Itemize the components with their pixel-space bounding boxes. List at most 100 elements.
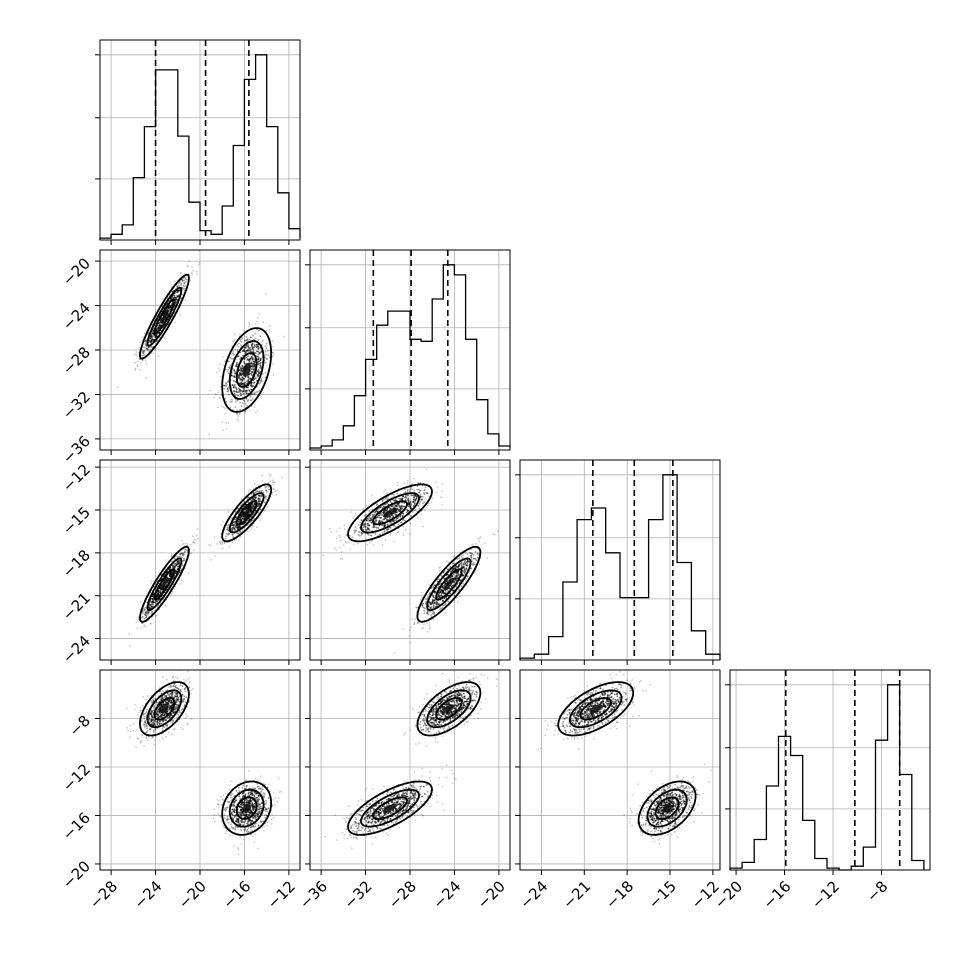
scatter-point (434, 480, 437, 483)
scatter-point (240, 340, 242, 343)
scatter-point (177, 700, 180, 702)
scatter-point (182, 288, 185, 290)
scatter-point (460, 585, 463, 588)
scatter-point (145, 722, 148, 725)
scatter-point (242, 390, 245, 392)
scatter-point (273, 481, 276, 483)
scatter-point (175, 692, 178, 695)
scatter-point (143, 617, 146, 620)
scatter-point (154, 349, 156, 351)
scatter-point (152, 724, 155, 727)
scatter-point (144, 726, 146, 728)
scatter-point (145, 347, 148, 350)
scatter-point (451, 575, 453, 578)
scatter-point (463, 567, 466, 570)
scatter-point (432, 605, 435, 607)
scatter-point (250, 368, 253, 370)
scatter-point (389, 501, 392, 503)
scatter-point (408, 635, 411, 637)
scatter-point (183, 282, 186, 285)
scatter-point (432, 618, 435, 620)
scatter-point (442, 586, 444, 589)
scatter-point (151, 610, 154, 613)
scatter-point (241, 350, 244, 353)
scatter-point (251, 525, 254, 527)
scatter-point (265, 357, 268, 360)
scatter-point (145, 611, 148, 614)
scatter-point (180, 283, 183, 286)
scatter-point (142, 350, 145, 353)
scatter-point (249, 395, 252, 398)
scatter-point (470, 554, 473, 557)
scatter-point (427, 502, 430, 505)
scatter-point (244, 339, 247, 342)
scatter-point (261, 340, 264, 342)
scatter-point (190, 272, 193, 274)
scatter-panel-2-1 (305, 459, 511, 665)
scatter-point (173, 557, 176, 560)
scatter-point (155, 701, 158, 704)
scatter-point (250, 388, 253, 391)
scatter-point (444, 590, 447, 592)
scatter-point (152, 579, 155, 582)
scatter-point (180, 296, 183, 299)
scatter-point (259, 490, 262, 492)
scatter-point (329, 527, 331, 530)
scatter-point (478, 540, 480, 543)
scatter-point (248, 390, 251, 393)
scatter-point (329, 531, 332, 533)
scatter-point (240, 374, 243, 377)
scatter-point (156, 723, 159, 725)
scatter-point (219, 397, 222, 400)
scatter-point (180, 556, 182, 558)
scatter-point (379, 513, 382, 516)
scatter-point (258, 502, 260, 505)
scatter-point (262, 321, 265, 324)
scatter-point (237, 355, 240, 358)
scatter-point (432, 595, 435, 597)
scatter-point (244, 411, 247, 414)
scatter-point (148, 606, 150, 609)
scatter-point (397, 523, 399, 526)
scatter-point (351, 517, 354, 519)
scatter-point (271, 479, 274, 481)
scatter-point (265, 498, 267, 500)
scatter-point (256, 370, 258, 372)
scatter-point (150, 334, 153, 336)
scatter-point (426, 610, 429, 613)
scatter-point (162, 725, 165, 728)
scatter-point (456, 601, 459, 604)
scatter-point (464, 570, 467, 573)
scatter-point (412, 494, 415, 497)
scatter-point (439, 566, 442, 569)
scatter-point (176, 290, 179, 293)
scatter-point (457, 572, 459, 574)
scatter-point (171, 691, 174, 693)
scatter-point (360, 531, 363, 534)
scatter-point (343, 524, 346, 527)
scatter-point (386, 529, 389, 531)
hist-frame-2 (519, 459, 721, 661)
scatter-point (146, 727, 149, 730)
hist-step-1 (309, 264, 511, 450)
scatter-point (145, 711, 148, 714)
scatter-point (225, 382, 227, 385)
scatter-point (187, 678, 189, 681)
scatter-point (227, 368, 230, 371)
scatter-point (276, 489, 278, 492)
scatter-point (359, 521, 362, 524)
scatter-point (393, 524, 395, 527)
scatter-point (425, 600, 427, 603)
scatter-point (394, 498, 397, 500)
scatter-point (141, 734, 144, 736)
scatter-point (182, 701, 184, 703)
scatter-point (257, 355, 259, 358)
scatter-point (234, 348, 237, 351)
scatter-point (233, 523, 236, 526)
scatter-point (257, 369, 260, 371)
scatter-point (255, 391, 258, 393)
scatter-point (438, 569, 441, 572)
scatter-point (365, 529, 368, 532)
scatter-point (244, 390, 247, 392)
scatter-point (165, 724, 167, 726)
